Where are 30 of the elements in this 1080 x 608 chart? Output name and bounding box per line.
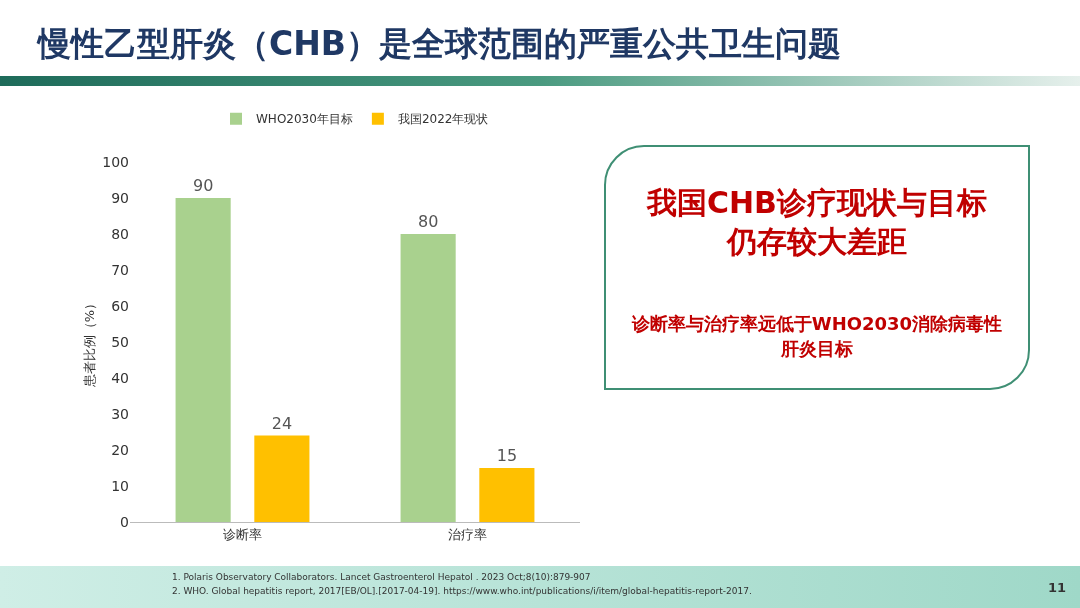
text: 我国CHB诊疗现状与目标仍存较大差距 — [645, 184, 988, 261]
bar — [479, 468, 535, 522]
chart-title: 慢性乙型肝炎（CHB）是全球范围的严重公共卫生问题 — [38, 23, 841, 65]
x-tick-label: 治疗率 — [448, 526, 487, 542]
text: 诊断率与治疗率远低于WHO2030消除病毒性肝炎目标 — [630, 312, 1004, 362]
data-label: 15 — [496, 446, 518, 465]
legend-label: 我国2022年现状 — [397, 112, 489, 127]
legend-label: WHO2030年目标 — [256, 112, 353, 127]
text: 11 — [1047, 580, 1066, 595]
y-tick-label: 50 — [111, 333, 129, 350]
data-label: 24 — [271, 413, 293, 433]
data-label: 90 — [192, 176, 214, 195]
bar — [400, 234, 456, 522]
x-tick-label: 诊断率 — [223, 526, 262, 542]
y-tick-label: 80 — [111, 225, 129, 242]
y-tick-label: 10 — [111, 477, 129, 494]
bar — [254, 435, 310, 522]
y-tick-label: 0 — [120, 513, 129, 530]
y-tick-label: 90 — [111, 189, 129, 206]
y-tick-label: 20 — [111, 441, 129, 458]
y-tick-label: 40 — [111, 369, 129, 386]
data-label: 80 — [417, 212, 439, 231]
text: 2. WHO. Global hepatitis report, 2017[EB/OL].[2017-04-19]. https://www.who.int/publications/i/item/global-hepatitis-report-2017. — [172, 586, 752, 596]
y-tick-label: 60 — [111, 297, 129, 314]
y-axis-title: 患者比例（%） — [82, 296, 97, 389]
y-tick-label: 70 — [111, 261, 129, 278]
y-tick-label: 100 — [102, 153, 129, 170]
bar — [175, 198, 231, 522]
y-tick-label: 30 — [111, 405, 129, 422]
text: 1. Polaris Observatory Collaborators. Lancet Gastroenterol Hepatol . 2023 Oct;8(10):879-907 — [172, 572, 591, 582]
